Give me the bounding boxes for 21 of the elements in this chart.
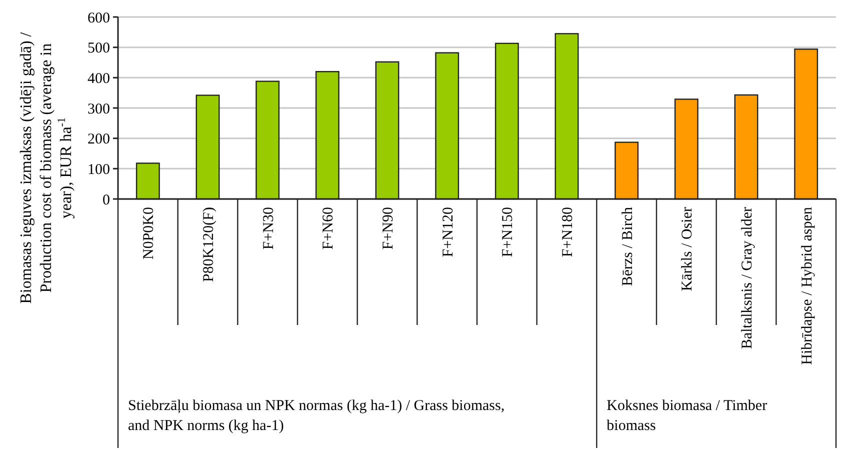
y-tick-label: 200	[88, 132, 110, 148]
y-tick-label: 0	[102, 192, 110, 208]
x-tick-label: Kārkls / Osier	[680, 207, 696, 292]
x-tick-label: F+N90	[380, 207, 396, 250]
x-tick-label: Hibrīdapse / Hybrid aspen	[799, 206, 816, 365]
x-tick-label: F+N150	[500, 207, 516, 258]
x-tick-label: F+N120	[440, 207, 456, 258]
text: Koksnes biomasa / Timber biomass	[606, 398, 768, 434]
x-tick-label: F+N30	[260, 207, 277, 250]
text: Stiebrzāļu biomasa un NPK normas (kg ha-1) / Grass biomass, and NPK norms (kg ha-1)	[128, 398, 505, 434]
x-tick-label: Bērzs / Birch	[620, 206, 636, 286]
x-tick-label: F+N60	[320, 207, 337, 250]
y-tick-label: 600	[88, 10, 110, 26]
y-tick-label: 100	[88, 162, 110, 178]
y-tick-label: 500	[88, 40, 110, 57]
x-tick-label: N0P0K0	[141, 207, 158, 260]
x-tick-label: P80K120(F)	[201, 207, 217, 282]
x-tick-label: Baltalksnis / Gray alder	[740, 206, 756, 350]
y-tick-label: 400	[88, 70, 110, 87]
y-tick-label: 300	[88, 101, 110, 118]
x-tick-label: F+N180	[560, 207, 576, 258]
